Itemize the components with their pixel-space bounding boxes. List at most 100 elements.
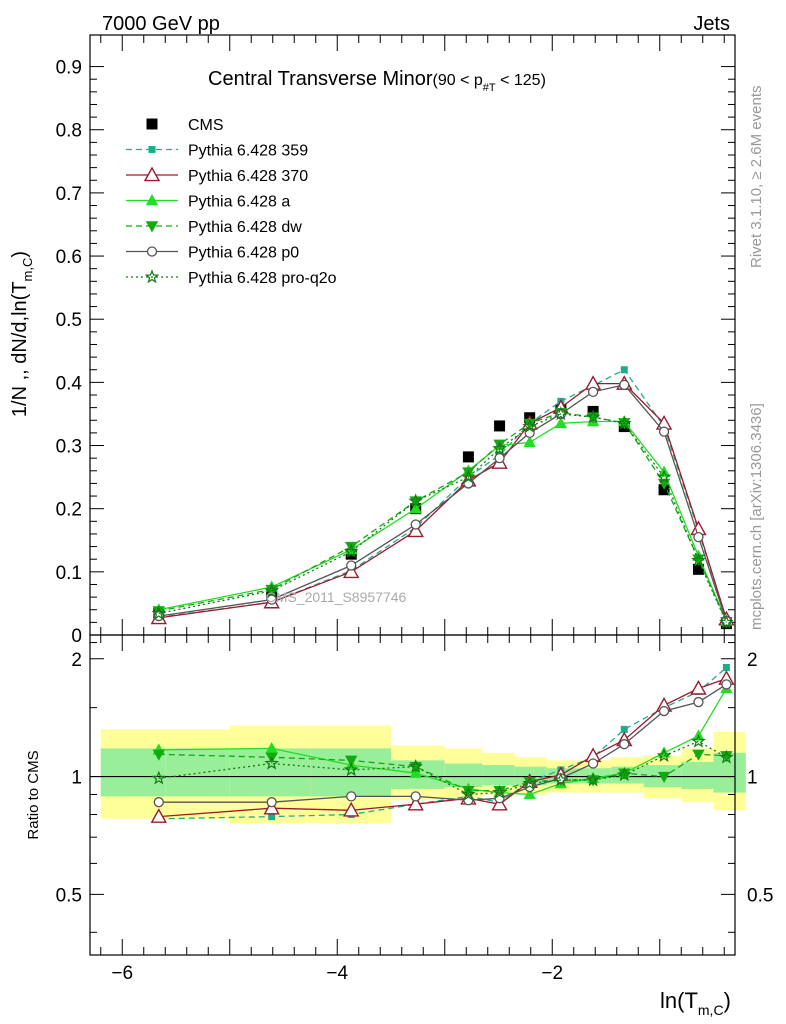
marker-triangle-up [690,679,707,695]
ratio-ytick-label-right: 0.5 [747,885,773,906]
legend-label-pq2o: Pythia 6.428 pro-q2o [188,270,337,287]
marker-star [343,762,359,777]
legend: CMS Pythia 6.428 359 Pythia 6.428 370 Pythi… [126,117,337,287]
marker-square [462,451,474,463]
marker-triangle-down [692,749,705,761]
marker-circle [146,246,158,257]
marker-star [408,493,424,508]
marker-square [494,420,506,432]
marker-triangle-up [523,435,536,448]
main-ytick-label: 0.8 [56,121,82,142]
main-frame [89,34,736,636]
marker-circle [619,739,630,750]
main-ytick-label: 0.5 [56,310,82,331]
ratio-ytick-label-right: 2 [747,650,758,671]
band-inner [444,763,483,788]
marker-star [492,784,507,799]
main-line-p359 [158,368,728,620]
marker-square [620,725,628,733]
header-left: 7000 GeV pp [102,13,220,35]
band-inner [100,748,166,797]
x-axis-label: ln(Tm,C) [660,988,731,1018]
main-line-pq2o [158,413,727,623]
marker-circle [266,594,277,605]
band-inner [713,752,746,793]
main-ytick-label: 0.2 [56,500,82,521]
marker-star [461,786,476,801]
marker-star [719,749,734,764]
marker-star [617,767,632,782]
main-series-pq2o [151,406,734,629]
side-label-mcplots: mcplots.cern.ch [arXiv:1306.3436] [748,403,765,630]
main-series-pdw [152,407,733,629]
band-inner [681,761,714,789]
marker-circle [266,797,277,808]
ratio-series-pp0 [153,679,732,808]
main-ytick-label: 0.7 [56,184,82,205]
ratio-ytick-label-right: 1 [747,768,758,789]
ratio-uncertainty-bands [100,725,746,824]
marker-star [151,770,167,785]
main-ytick-label: 0.4 [56,373,83,394]
marker-triangle-up [407,522,424,538]
band-inner [482,765,515,786]
marker-triangle-up [343,801,360,817]
marker-square [148,146,156,153]
axis-ticks: 0 0.1 0.2 0.3 0.4 0.5 0.6 0.7 0.8 0.9 0.5 0.5 1 1 2 2 −6… [56,35,773,984]
main-ytick-label: 0.3 [56,437,82,458]
marker-circle [346,560,357,571]
marker-circle [587,758,599,769]
marker-star [719,614,734,629]
marker-star [408,759,424,773]
marker-circle [587,386,599,397]
main-ytick-label: 0.6 [56,247,82,268]
marker-star [585,772,601,787]
marker-triangle-up [145,194,159,206]
marker-triangle-down [657,771,671,784]
marker-triangle-up [657,746,671,758]
marker-triangle-up [491,795,508,811]
marker-star [616,415,632,430]
marker-star [492,441,507,455]
ratio-ytick-label: 2 [71,650,82,671]
marker-star [151,605,167,620]
side-label-rivet: Rivet 3.1.10, ≥ 2.6M events [748,86,765,269]
marker-circle [658,426,670,437]
marker-star [553,406,569,421]
marker-star [264,583,280,597]
marker-circle [693,696,704,708]
main-line-pa [158,420,727,622]
marker-star [144,269,160,284]
marker-triangle-up [407,795,424,811]
marker-circle [494,453,505,464]
marker-star [522,418,537,433]
marker-triangle-up [554,416,568,429]
ratio-ytick-label: 1 [71,768,82,789]
ratio-line-pq2o [158,740,727,796]
marker-triangle-down [462,786,475,798]
legend-label-pa: Pythia 6.428 a [188,194,290,211]
marker-square [722,663,730,671]
marker-star [553,772,569,787]
main-series-p359 [155,366,730,623]
marker-triangle-up [523,788,536,800]
marker-circle [619,379,630,391]
marker-star [691,552,706,567]
legend-label-pdw: Pythia 6.428 dw [188,219,302,236]
marker-circle [410,791,421,802]
marker-circle [410,519,421,530]
ratio-frame [89,634,736,956]
marker-circle [346,791,357,802]
main-ytick-label: 0 [71,626,82,647]
main-line-pp0 [158,384,728,622]
marker-square [620,366,628,374]
y-axis-label: 1/N ,, dN/d,ln(Tm,C) [9,251,35,417]
marker-square [146,118,158,130]
legend-label-pp0: Pythia 6.428 p0 [188,245,299,262]
ratio-series-pq2o [151,733,734,801]
marker-star [691,733,706,748]
main-series-p370 [150,375,735,626]
marker-triangle-down [345,755,358,767]
marker-star [656,748,672,763]
